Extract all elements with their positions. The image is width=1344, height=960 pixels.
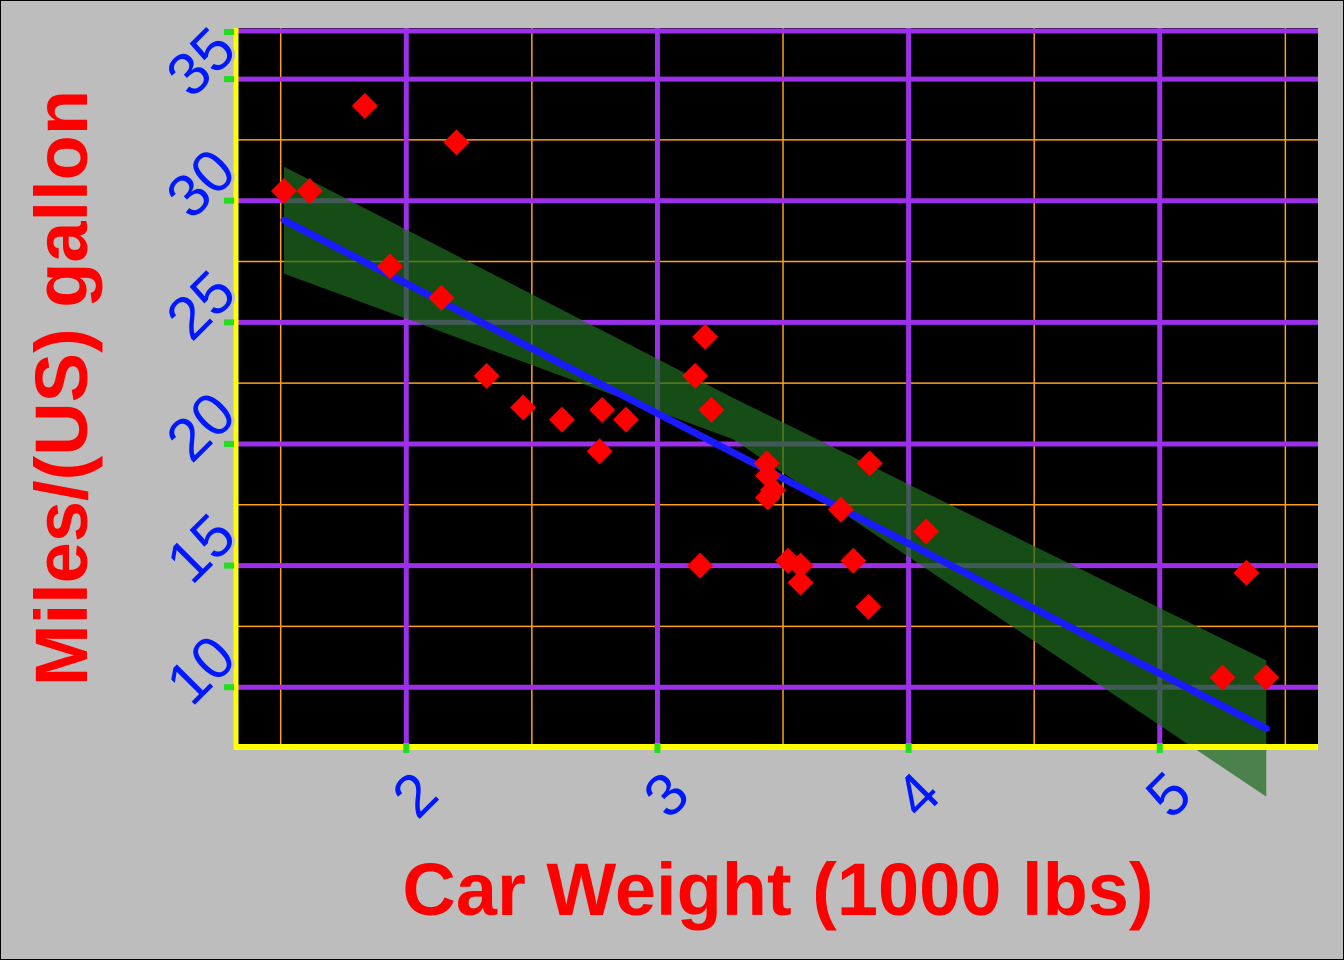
y-tick — [224, 29, 234, 35]
data-point — [827, 496, 854, 523]
data-point — [586, 438, 613, 465]
tick-marks — [224, 29, 1163, 753]
data-point — [855, 593, 882, 620]
data-point — [913, 518, 940, 545]
data-point — [351, 92, 378, 119]
data-point — [682, 362, 709, 389]
data-point — [443, 129, 470, 156]
x-tick-label: 4 — [882, 759, 953, 830]
data-point — [856, 450, 883, 477]
data-point — [473, 362, 500, 389]
y-tick — [224, 197, 234, 204]
data-point — [1253, 664, 1280, 691]
x-tick — [654, 743, 661, 753]
y-tick — [224, 684, 234, 691]
y-tick — [224, 319, 234, 326]
data-point — [270, 177, 297, 204]
x-tick-label: 5 — [1133, 759, 1204, 830]
y-tick — [224, 76, 234, 83]
data-point — [428, 285, 455, 311]
data-point — [510, 394, 537, 421]
data-point — [687, 552, 714, 579]
data-point — [787, 552, 814, 579]
data-point — [549, 406, 575, 433]
data-point — [589, 396, 616, 423]
data-point — [840, 547, 867, 574]
data-point — [376, 253, 403, 280]
data-point — [1233, 559, 1260, 586]
data-point — [787, 569, 814, 596]
y-axis-title: Miles/(US) gallon — [20, 90, 103, 686]
data-point — [613, 406, 640, 433]
y-tick — [224, 562, 234, 569]
x-tick-label: 2 — [379, 759, 450, 830]
data-point — [692, 323, 719, 350]
x-tick-label: 3 — [631, 759, 702, 830]
x-tick — [1156, 743, 1163, 753]
confidence-band-layer — [283, 166, 1267, 797]
data-point — [759, 477, 786, 504]
data-point — [296, 177, 323, 204]
confidence-band — [283, 166, 1267, 797]
data-point — [1209, 664, 1236, 691]
x-tick — [403, 743, 410, 753]
y-tick — [224, 440, 234, 447]
x-tick — [905, 743, 912, 753]
data-point — [698, 396, 725, 423]
x-axis-title: Car Weight (1000 lbs) — [402, 848, 1153, 931]
data-points — [270, 92, 1280, 691]
axes — [233, 28, 1318, 750]
